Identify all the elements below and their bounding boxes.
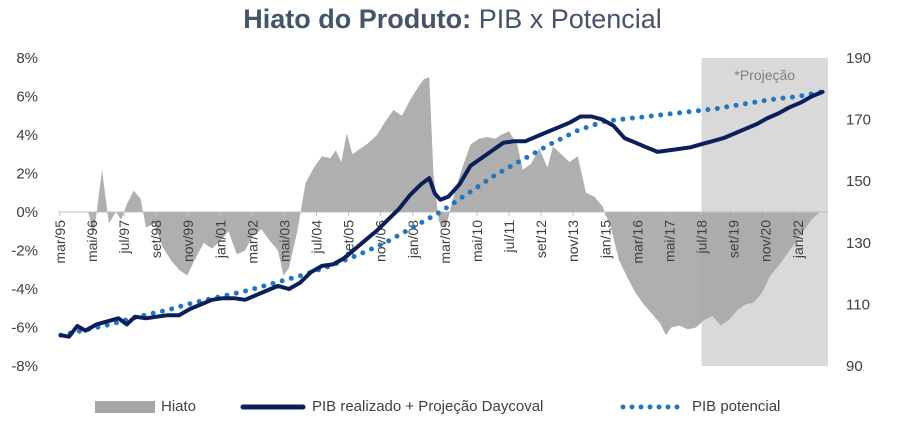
right-tick-label: 90 bbox=[846, 358, 863, 375]
x-tick-label: nov/99 bbox=[180, 220, 196, 262]
axes-layer: 8% 6% 4% 2% 0% -2% -4% -6% -8% 190 170 150 130 110 90 m… bbox=[11, 50, 871, 375]
x-tick-label: jul/97 bbox=[116, 220, 132, 255]
potential-layer bbox=[58, 89, 825, 338]
x-tick-label: set/98 bbox=[148, 220, 164, 258]
left-tick-label: 2% bbox=[16, 166, 38, 183]
legend: Hiato PIB realizado + Projeção Daycoval … bbox=[0, 398, 905, 422]
x-tick-label: mai/17 bbox=[661, 220, 677, 262]
x-tick-label: jan/08 bbox=[405, 220, 421, 259]
chart-title: Hiato do Produto: PIB x Potencial bbox=[0, 4, 905, 35]
legend-swatch-hiato bbox=[95, 400, 155, 413]
left-tick-label: 8% bbox=[16, 50, 38, 67]
legend-label-hiato: Hiato bbox=[161, 398, 197, 415]
x-tick-label: mar/16 bbox=[629, 220, 645, 264]
left-tick-label: 6% bbox=[16, 89, 38, 106]
pib-layer bbox=[58, 89, 825, 339]
x-tick-label: mai/96 bbox=[84, 220, 100, 262]
left-tick-label: -6% bbox=[11, 320, 38, 337]
x-tick-label: set/19 bbox=[726, 220, 742, 258]
x-tick-label: nov/20 bbox=[758, 220, 774, 262]
right-tick-label: 130 bbox=[846, 235, 871, 252]
legend-label-potencial: PIB potencial bbox=[692, 398, 781, 415]
left-tick-label: 4% bbox=[16, 127, 38, 144]
potential-line bbox=[58, 89, 825, 338]
title-bold: Hiato do Produto: bbox=[243, 4, 472, 34]
hiato-area bbox=[88, 77, 820, 336]
left-tick-label: -8% bbox=[11, 358, 38, 375]
x-tick-label: jul/18 bbox=[694, 220, 710, 255]
legend-item-pib: PIB realizado + Projeção Daycoval bbox=[240, 398, 543, 415]
left-tick-label: -4% bbox=[11, 281, 38, 298]
x-tick-label: mar/95 bbox=[52, 220, 68, 264]
x-tick-label: mar/09 bbox=[437, 220, 453, 264]
projection-label: *Projeção bbox=[734, 67, 795, 83]
x-tick-label: nov/13 bbox=[565, 220, 581, 262]
legend-swatch-pib bbox=[240, 404, 306, 409]
x-tick-label: jul/04 bbox=[309, 220, 325, 255]
x-tick-label: jan/15 bbox=[597, 220, 613, 259]
x-tick-label: mai/10 bbox=[469, 220, 485, 262]
x-tick-label: set/12 bbox=[533, 220, 549, 258]
x-tick-label: mar/02 bbox=[244, 220, 260, 264]
left-tick-label: 0% bbox=[16, 204, 38, 221]
x-tick-label: jan/01 bbox=[212, 220, 228, 259]
right-tick-label: 150 bbox=[846, 173, 871, 190]
pib-line bbox=[58, 89, 825, 339]
x-tick-label: mai/03 bbox=[276, 220, 292, 262]
legend-item-potencial: PIB potencial bbox=[620, 398, 780, 415]
x-tick-label: jul/11 bbox=[501, 220, 517, 254]
hiato-layer bbox=[88, 77, 820, 336]
x-tick-label: jan/22 bbox=[790, 220, 806, 259]
left-tick-label: -2% bbox=[11, 243, 38, 260]
right-tick-label: 170 bbox=[846, 112, 871, 129]
right-tick-label: 190 bbox=[846, 50, 871, 67]
legend-swatch-potencial bbox=[620, 404, 686, 409]
legend-item-hiato: Hiato bbox=[95, 398, 196, 415]
title-rest: PIB x Potencial bbox=[478, 4, 662, 34]
chart-svg: *Projeção 8% 6% 4% 2% 0% -2% -4% -6% -8% 190 170 15… bbox=[11, 50, 871, 375]
legend-label-pib: PIB realizado + Projeção Daycoval bbox=[312, 398, 544, 415]
right-tick-label: 110 bbox=[846, 296, 870, 313]
